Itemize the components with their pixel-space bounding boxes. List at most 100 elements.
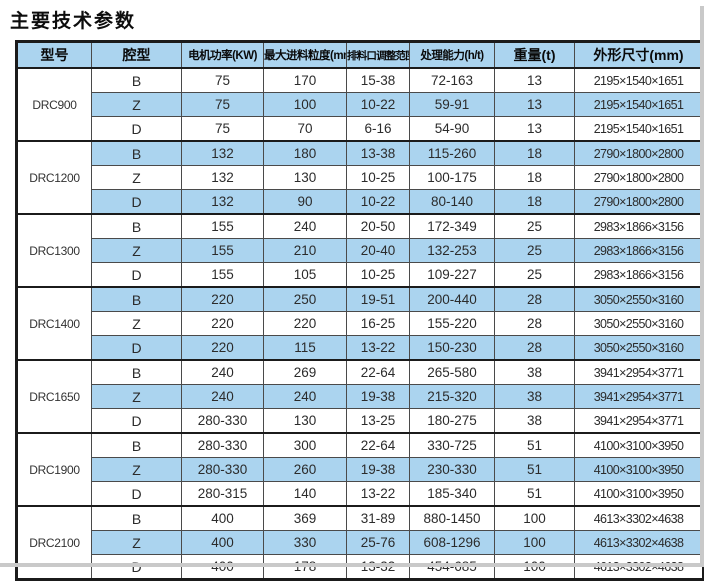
cavity-cell: B bbox=[91, 213, 182, 239]
dimensions-cell: 3941×2954×3771 bbox=[574, 408, 704, 434]
cavity-cell: B bbox=[91, 359, 182, 385]
dimensions-cell: 2195×1540×1651 bbox=[574, 92, 704, 117]
page-title: 主要技术参数 bbox=[10, 11, 137, 32]
capacity-cell: 454-685 bbox=[409, 554, 495, 580]
model-cell: DRC1400 bbox=[16, 286, 92, 361]
column-header-4: 排料口调整范围(mm) bbox=[346, 41, 410, 69]
dimensions-cell: 3941×2954×3771 bbox=[574, 359, 704, 385]
cavity-cell: Z bbox=[91, 457, 182, 482]
motor_power-cell: 280-315 bbox=[181, 481, 264, 507]
table-row: DRC900 B 75 170 15-38 72-163 13 2195×1540×1651 bbox=[16, 67, 704, 142]
capacity-cell: 54-90 bbox=[409, 116, 495, 142]
motor_power-cell: 220 bbox=[181, 286, 264, 312]
page: { "title": "主要技术参数", "table": { "headers… bbox=[0, 6, 704, 581]
discharge_range-cell: 19-51 bbox=[346, 286, 410, 312]
table-row: D 280-330 130 13-25 180-275 38 3941×2954×3771 bbox=[17, 408, 704, 434]
capacity-cell: 150-230 bbox=[409, 335, 495, 361]
table-row: DRC1400 B 220 250 19-51 200-440 28 3050×2550×31… bbox=[16, 286, 704, 361]
cavity-cell: B bbox=[91, 67, 182, 93]
table-row: Z 132 130 10-25 100-175 18 2790×1800×2800 bbox=[17, 165, 704, 190]
motor_power-cell: 75 bbox=[181, 116, 264, 142]
dimensions-cell: 4613×3302×4638 bbox=[574, 530, 704, 555]
table-row: Z 280-330 260 19-38 230-330 51 4100×3100×3950 bbox=[17, 457, 704, 482]
dimensions-cell: 3050×2550×3160 bbox=[574, 335, 704, 361]
cavity-cell: D bbox=[91, 189, 182, 215]
column-header-7: 外形尺寸(mm) bbox=[574, 41, 704, 69]
max_feed_size-cell: 70 bbox=[263, 116, 347, 142]
table-row: Z 155 210 20-40 132-253 25 2983×1866×3156 bbox=[17, 238, 704, 263]
table-row: D 220 115 13-22 150-230 28 3050×2550×3160 bbox=[17, 335, 704, 361]
discharge_range-cell: 10-25 bbox=[346, 262, 410, 288]
max_feed_size-cell: 300 bbox=[263, 432, 347, 458]
weight-cell: 38 bbox=[494, 384, 575, 409]
weight-cell: 100 bbox=[494, 505, 575, 531]
table-row: D40017813-32454-6851004613×3302×4638 bbox=[17, 554, 704, 580]
weight-cell: 100 bbox=[494, 554, 575, 580]
discharge_range-cell: 6-16 bbox=[346, 116, 410, 142]
dimensions-cell: 2195×1540×1651 bbox=[574, 67, 704, 93]
cavity-cell: D bbox=[91, 481, 182, 507]
dimensions-cell: 2983×1866×3156 bbox=[574, 213, 704, 239]
table-row: DRC1200 B 132 180 13-38 115-260 18 2790×1800×28… bbox=[16, 140, 704, 215]
max_feed_size-cell: 369 bbox=[263, 505, 347, 531]
motor_power-cell: 400 bbox=[181, 554, 264, 580]
discharge_range-cell: 20-40 bbox=[346, 238, 410, 263]
capacity-cell: 230-330 bbox=[409, 457, 495, 482]
motor_power-cell: 75 bbox=[181, 67, 264, 93]
weight-cell: 100 bbox=[494, 530, 575, 555]
dimensions-cell: 3050×2550×3160 bbox=[574, 286, 704, 312]
table-row: Z 240 240 19-38 215-320 38 3941×2954×3771 bbox=[17, 384, 704, 409]
max_feed_size-cell: 250 bbox=[263, 286, 347, 312]
model-cell: DRC1200 bbox=[16, 140, 92, 215]
table-row: D 75 70 6-16 54-90 13 2195×1540×1651 bbox=[17, 116, 704, 142]
weight-cell: 25 bbox=[494, 213, 575, 239]
cavity-cell: Z bbox=[91, 165, 182, 190]
table-row: DRC1300 B 155 240 20-50 172-349 25 2983×1866×31… bbox=[16, 213, 704, 288]
table-row: Z 75 100 10-22 59-91 13 2195×1540×1651 bbox=[17, 92, 704, 117]
discharge_range-cell: 13-22 bbox=[346, 481, 410, 507]
weight-cell: 13 bbox=[494, 92, 575, 117]
max_feed_size-cell: 269 bbox=[263, 359, 347, 385]
cavity-cell: B bbox=[91, 140, 182, 166]
dimensions-cell: 4100×3100×3950 bbox=[574, 481, 704, 507]
capacity-cell: 155-220 bbox=[409, 311, 495, 336]
capacity-cell: 80-140 bbox=[409, 189, 495, 215]
motor_power-cell: 220 bbox=[181, 335, 264, 361]
weight-cell: 13 bbox=[494, 116, 575, 142]
discharge_range-cell: 13-22 bbox=[346, 335, 410, 361]
dimensions-cell: 4100×3100×3950 bbox=[574, 457, 704, 482]
discharge_range-cell: 10-25 bbox=[346, 165, 410, 190]
dimensions-cell: 4100×3100×3950 bbox=[574, 432, 704, 458]
weight-cell: 28 bbox=[494, 335, 575, 361]
capacity-cell: 880-1450 bbox=[409, 505, 495, 531]
max_feed_size-cell: 330 bbox=[263, 530, 347, 555]
table-row: DRC1900 B 280-330 300 22-64 330-725 51 4100×310… bbox=[16, 432, 704, 507]
discharge_range-cell: 22-64 bbox=[346, 359, 410, 385]
cavity-cell: Z bbox=[91, 92, 182, 117]
discharge_range-cell: 13-25 bbox=[346, 408, 410, 434]
model-cell: DRC1900 bbox=[16, 432, 92, 507]
motor_power-cell: 400 bbox=[181, 530, 264, 555]
cavity-cell: D bbox=[91, 554, 182, 580]
motor_power-cell: 400 bbox=[181, 505, 264, 531]
dimensions-cell: 2790×1800×2800 bbox=[574, 165, 704, 190]
motor_power-cell: 155 bbox=[181, 213, 264, 239]
weight-cell: 25 bbox=[494, 262, 575, 288]
column-header-0: 型号 bbox=[16, 41, 92, 69]
max_feed_size-cell: 260 bbox=[263, 457, 347, 482]
discharge_range-cell: 19-38 bbox=[346, 457, 410, 482]
specs-table: 型号腔型电机功率(KW)最大进料粒度(mm)排料口调整范围(mm)处理能力(h/… bbox=[15, 40, 704, 581]
table-row: D 155 105 10-25 109-227 25 2983×1866×3156 bbox=[17, 262, 704, 288]
column-header-2: 电机功率(KW) bbox=[181, 41, 264, 69]
dimensions-cell: 2195×1540×1651 bbox=[574, 116, 704, 142]
cavity-cell: Z bbox=[91, 238, 182, 263]
capacity-cell: 172-349 bbox=[409, 213, 495, 239]
weight-cell: 51 bbox=[494, 432, 575, 458]
max_feed_size-cell: 178 bbox=[263, 554, 347, 580]
dimensions-cell: 2790×1800×2800 bbox=[574, 189, 704, 215]
dimensions-cell: 2790×1800×2800 bbox=[574, 140, 704, 166]
page-edge-bottom bbox=[0, 563, 704, 567]
max_feed_size-cell: 180 bbox=[263, 140, 347, 166]
weight-cell: 18 bbox=[494, 140, 575, 166]
discharge_range-cell: 31-89 bbox=[346, 505, 410, 531]
